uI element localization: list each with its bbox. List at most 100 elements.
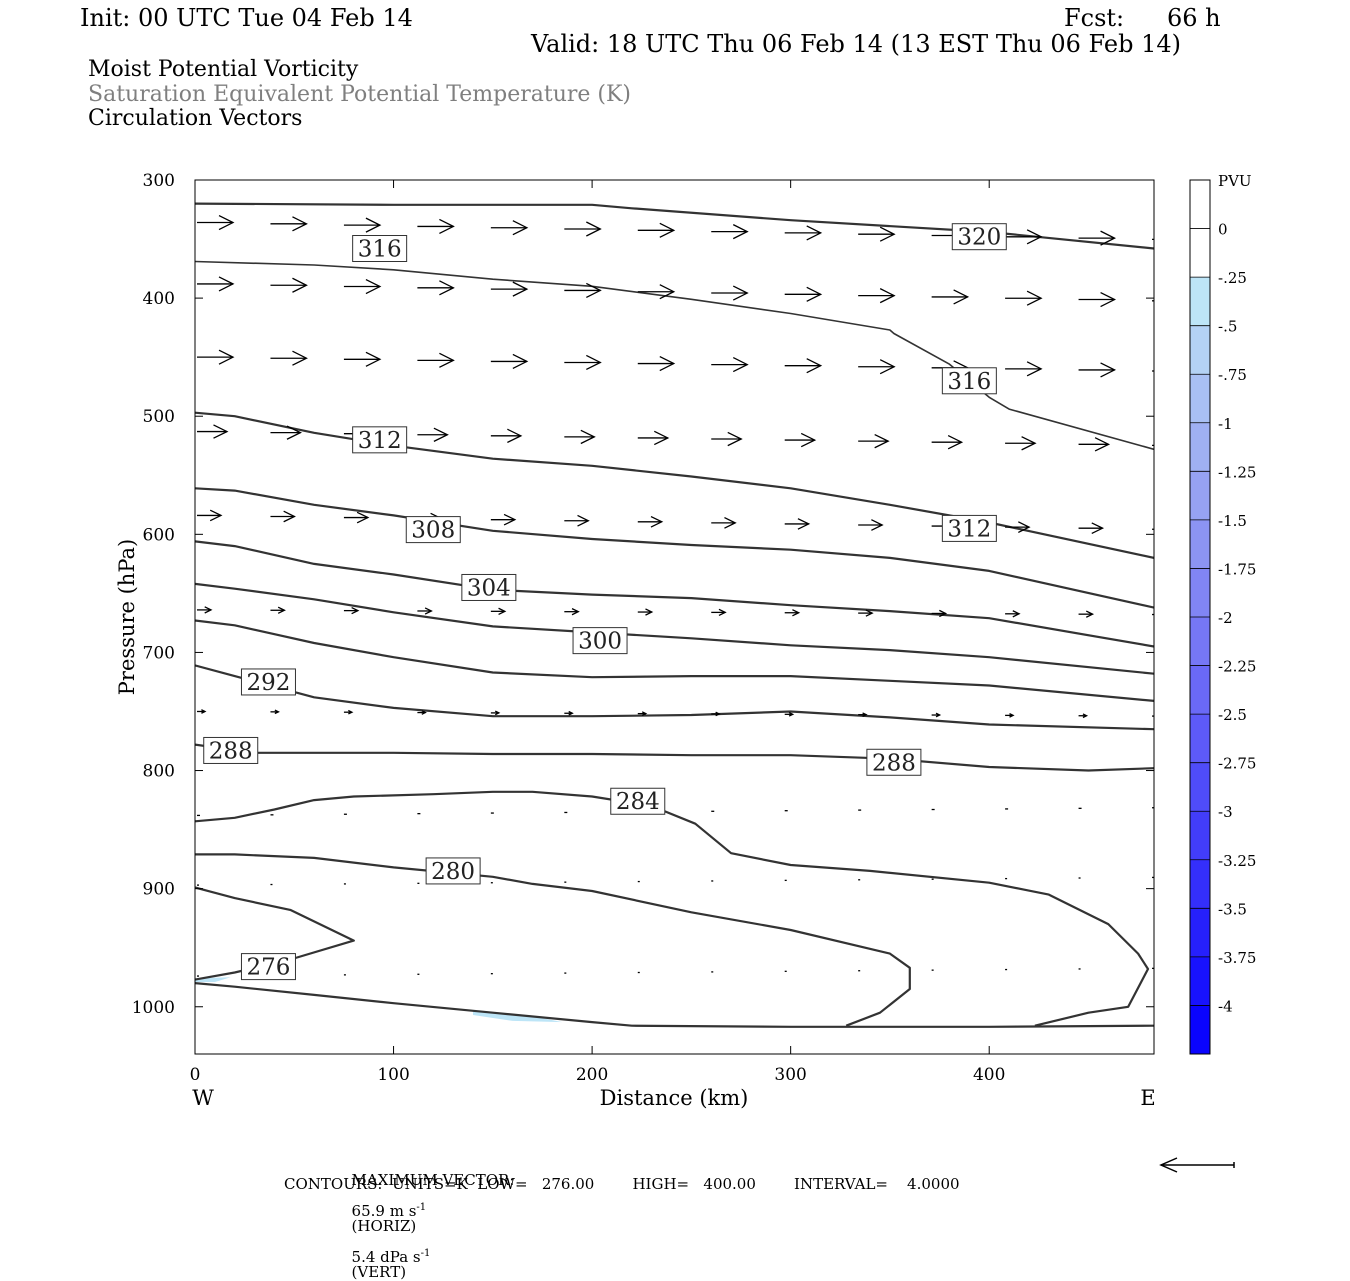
circulation-vector	[711, 711, 721, 717]
circulation-vector	[417, 427, 449, 442]
circulation-vector	[343, 709, 354, 715]
x-axis-east-label: E	[1140, 1086, 1155, 1110]
colorbar-segment	[1190, 762, 1210, 812]
circulation-vector	[1005, 361, 1043, 377]
circulation-vector	[1152, 528, 1154, 530]
circulation-vector	[784, 286, 823, 302]
circulation-vector	[417, 710, 427, 715]
unit-exponent: -1	[420, 1248, 431, 1259]
vert-tag: (VERT)	[351, 1263, 407, 1281]
circulation-vector	[1078, 291, 1117, 308]
circulation-vector	[711, 608, 727, 617]
contour-label-text: 304	[467, 575, 511, 601]
contour-312	[195, 411, 1154, 559]
contour-label-text: 300	[578, 629, 622, 655]
circulation-vector	[564, 221, 602, 237]
contour-label-text: 280	[431, 859, 475, 885]
colorbar-segment	[1190, 908, 1210, 957]
y-tick-label: 800	[143, 762, 175, 782]
circulation-vector	[1152, 370, 1154, 372]
circulation-vector	[1078, 522, 1105, 535]
contour-label-box	[941, 514, 997, 542]
contour-label-text: 288	[209, 738, 253, 764]
colorbar-label: -3.75	[1218, 949, 1256, 967]
circulation-vector	[270, 510, 296, 523]
circulation-vector	[490, 281, 529, 297]
colorbar-label: -1.25	[1218, 463, 1256, 481]
circulation-vector	[270, 709, 280, 715]
circulation-vector	[784, 432, 817, 448]
circulation-vector	[564, 710, 574, 716]
circulation-vector	[490, 220, 529, 236]
init-time: Init: 00 UTC Tue 04 Feb 14	[80, 4, 413, 32]
colorbar-label: -.25	[1218, 269, 1247, 287]
circulation-vector	[490, 513, 517, 526]
contour-label-box	[240, 668, 296, 696]
colorbar-label: -.5	[1218, 318, 1237, 336]
contour-label-box	[405, 516, 461, 544]
circulation-vector	[417, 607, 433, 615]
field-title-mpv: Moist Potential Vorticity	[88, 57, 359, 82]
circulation-vector	[1078, 437, 1111, 452]
contour-label-box	[461, 573, 517, 601]
contour-308	[195, 487, 1154, 609]
contour-304	[195, 540, 1154, 648]
circulation-vector	[858, 288, 896, 304]
circulation-vector	[711, 431, 743, 447]
y-tick-label: 500	[143, 407, 175, 427]
reference-vector-arrow	[1159, 1157, 1235, 1173]
colorbar-label: -2.25	[1218, 658, 1256, 676]
circulation-vector	[270, 277, 308, 293]
x-axis-west-label: W	[192, 1086, 214, 1110]
x-tick-label: 200	[576, 1065, 608, 1085]
colorbar-segment	[1190, 471, 1210, 520]
circulation-vector	[1005, 436, 1037, 451]
y-tick-label: 700	[143, 643, 175, 663]
colorbar-label: -1	[1218, 415, 1233, 433]
circulation-vector	[564, 608, 580, 616]
contour-label-text: 284	[616, 789, 660, 815]
colorbar-label: -2.5	[1218, 706, 1247, 724]
contour-label-text: 316	[947, 369, 991, 395]
contour-292	[195, 664, 1154, 731]
colorbar-segment	[1190, 714, 1210, 763]
circulation-vector	[343, 351, 382, 367]
circulation-vector	[637, 608, 654, 616]
circulation-vector	[490, 710, 501, 716]
contour-label: 288	[203, 736, 259, 764]
valid-time: Valid: 18 UTC Thu 06 Feb 14 (13 EST Thu …	[531, 30, 1181, 58]
circulation-vector	[197, 214, 235, 231]
contour-label-text: 276	[247, 955, 291, 981]
colorbar-label: -2.75	[1218, 755, 1256, 773]
circulation-vector	[343, 606, 360, 615]
circulation-vector	[931, 289, 970, 305]
colorbar-segment	[1190, 422, 1210, 472]
circulation-vector	[1005, 290, 1043, 306]
circulation-vector	[931, 609, 948, 618]
circulation-vector	[197, 424, 229, 439]
circulation-vector	[637, 222, 676, 238]
max-vector-label: MAXIMUM VECTOR:	[351, 1171, 515, 1189]
circulation-vector	[490, 428, 523, 444]
contour-272	[195, 982, 1154, 1028]
contour-320	[195, 202, 1154, 250]
contour-label: 288	[866, 748, 922, 776]
circulation-vector	[784, 358, 823, 374]
circulation-vector	[270, 425, 302, 440]
colorbar-segment	[1190, 956, 1210, 1006]
circulation-vector	[711, 357, 749, 373]
circulation-vector	[1152, 715, 1154, 717]
contour-288	[195, 743, 1154, 772]
forecast-hours: 66 h	[1167, 4, 1221, 32]
circulation-vector	[1152, 444, 1154, 447]
circulation-vector	[1005, 521, 1031, 533]
circulation-vector	[417, 218, 455, 234]
circulation-vector	[637, 284, 676, 300]
circulation-vector	[858, 359, 896, 375]
contour-label: 320	[951, 223, 1007, 251]
colorbar-segment	[1190, 228, 1210, 278]
contour-label-text: 292	[247, 670, 291, 696]
contour-label: 276	[240, 953, 296, 981]
colorbar-label: 0	[1218, 221, 1228, 239]
colorbar-segment	[1190, 277, 1210, 326]
